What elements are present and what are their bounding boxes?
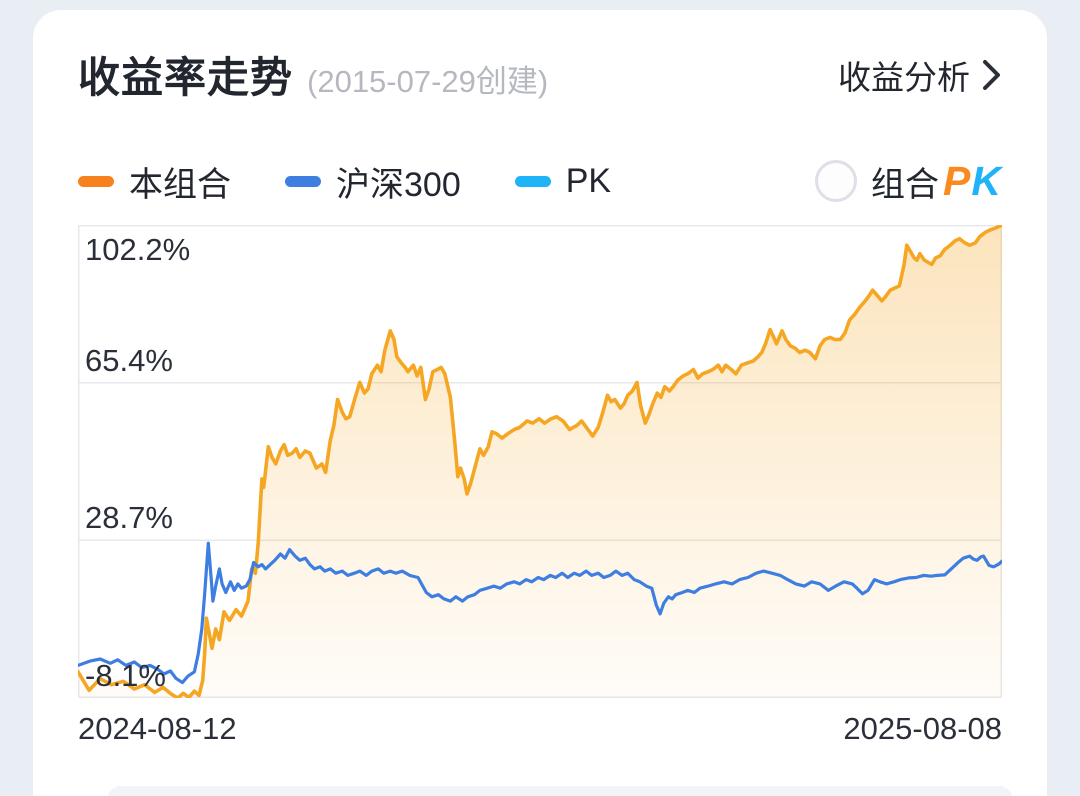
- card-header: 收益率走势 (2015-07-29创建) 收益分析: [33, 10, 1047, 105]
- legend-label-portfolio: 本组合: [129, 165, 231, 204]
- returns-chart[interactable]: 102.2% 65.4% 28.7% -8.1%: [78, 225, 1002, 698]
- x-axis-labels: 2024-08-12 2025-08-08: [33, 711, 1047, 747]
- legend-item-portfolio[interactable]: 本组合: [78, 157, 231, 206]
- portfolio-line-swatch: [78, 175, 114, 187]
- x-axis-label-start: 2024-08-12: [78, 711, 237, 746]
- returns-trend-card: 收益率走势 (2015-07-29创建) 收益分析 本组合 沪深300: [33, 10, 1047, 796]
- created-date: (2015-07-29创建): [307, 64, 549, 99]
- legend-label-pk: PK: [565, 161, 612, 200]
- page-title: 收益率走势: [78, 54, 294, 101]
- chevron-right-icon: [982, 58, 1002, 92]
- legend-item-pk[interactable]: PK: [514, 161, 612, 201]
- pk-letter-p: P: [943, 157, 972, 204]
- pk-letter-k: K: [971, 157, 1002, 204]
- legend-row: 本组合 沪深300 PK 组合 P K: [33, 157, 1047, 205]
- bottom-section-peek: [107, 786, 1013, 796]
- x-axis-label-end: 2025-08-08: [843, 711, 1002, 746]
- profit-analysis-link[interactable]: 收益分析: [838, 51, 1002, 99]
- pk-toggle-label: 组合: [871, 165, 940, 204]
- returns-chart-canvas: [78, 225, 1002, 698]
- profit-analysis-label: 收益分析: [838, 58, 970, 96]
- portfolio-pk-toggle[interactable]: 组合 P K: [815, 157, 1002, 206]
- csi300-line-swatch: [285, 175, 321, 187]
- pk-line-swatch: [514, 175, 551, 187]
- pk-radio-circle[interactable]: [815, 160, 858, 202]
- legend-label-csi300: 沪深300: [336, 165, 461, 204]
- legend-item-csi300[interactable]: 沪深300: [285, 157, 461, 206]
- chart-legend: 本组合 沪深300 PK: [78, 157, 611, 206]
